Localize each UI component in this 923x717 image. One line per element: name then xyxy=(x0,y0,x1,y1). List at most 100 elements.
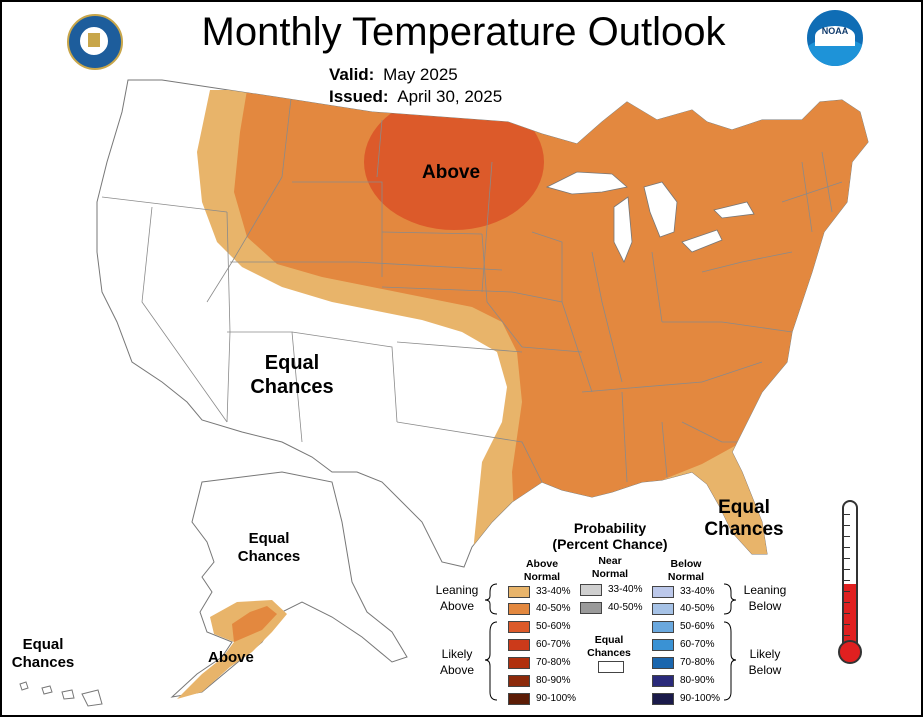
hawaii-islands xyxy=(19,681,103,707)
below-header-line2: Normal xyxy=(667,570,705,583)
thermometer-tick xyxy=(844,536,850,537)
above-header-line1: Above xyxy=(525,558,559,570)
above-region-label: Above xyxy=(422,162,481,183)
equal-chances-alaska-line1: Equal xyxy=(248,530,290,547)
below-label-0: 33-40% xyxy=(680,586,715,597)
legend-title-line2: (Percent Chance) xyxy=(552,536,668,552)
likely-above-line1: Likely xyxy=(441,647,473,661)
above-50-60-core xyxy=(364,94,544,230)
thermometer-fill xyxy=(844,584,856,650)
below-label-4: 70-80% xyxy=(680,657,715,668)
page-title: Monthly Temperature Outlook xyxy=(201,10,726,54)
below-label-3: 60-70% xyxy=(680,639,715,650)
likely-below-line1: Likely xyxy=(749,647,781,661)
equal-chances-west-label: Equal Chances xyxy=(237,352,347,399)
thermometer-tick xyxy=(844,580,850,581)
legend-title-line1: Probability xyxy=(573,520,647,536)
thermometer-tick xyxy=(844,602,850,603)
equal-chances-legend-label: Equal Chances xyxy=(579,634,639,659)
great-lakes xyxy=(545,171,755,263)
below-swatch-1 xyxy=(652,603,674,615)
above-swatch-4 xyxy=(508,657,530,669)
leaning-above-group-label: Leaning Above xyxy=(427,583,487,614)
near-swatch-0 xyxy=(580,584,602,596)
below-label-1: 40-50% xyxy=(680,603,715,614)
equal-chances-alaska-label: Equal Chances xyxy=(224,530,314,565)
above-swatch-6 xyxy=(508,693,530,705)
equal-chances-west-line1: Equal xyxy=(264,352,320,374)
below-header-line1: Below xyxy=(670,558,702,570)
leaning-above-line1: Leaning xyxy=(435,583,479,597)
below-label-6: 90-100% xyxy=(680,693,721,704)
thermometer-tick xyxy=(844,635,850,636)
equal-chances-hawaii-line1: Equal xyxy=(22,636,64,653)
below-label-5: 80-90% xyxy=(680,675,715,686)
below-swatch-6 xyxy=(652,693,674,705)
above-alaska-label: Above xyxy=(208,649,254,666)
above-swatch-5 xyxy=(508,675,530,687)
equal-chances-west-line2: Chances xyxy=(250,375,334,398)
equal-chances-swatch xyxy=(598,661,624,673)
above-label-2: 50-60% xyxy=(536,621,571,632)
equal-chances-florida-line2: Chances xyxy=(704,519,784,541)
above-swatch-2 xyxy=(508,621,530,633)
near-header-line1: Near xyxy=(598,555,622,567)
state-boundaries xyxy=(101,89,843,483)
legend-title: Probability (Percent Chance) xyxy=(550,520,670,552)
valid-line: Valid: May 2025 xyxy=(329,65,458,85)
thermometer-tick xyxy=(844,591,850,592)
below-swatch-5 xyxy=(652,675,674,687)
equal-chances-hawaii-line2: Chances xyxy=(11,653,75,671)
below-label-2: 50-60% xyxy=(680,621,715,632)
near-normal-header: Near Normal xyxy=(580,555,640,580)
likely-below-line2: Below xyxy=(748,662,782,677)
thermometer-tick xyxy=(844,514,850,515)
above-label-1: 40-50% xyxy=(536,603,571,614)
above-label-5: 80-90% xyxy=(536,675,571,686)
thermometer-tick xyxy=(844,558,850,559)
below-swatch-3 xyxy=(652,639,674,651)
thermometer-tick xyxy=(844,547,850,548)
thermometer-tick xyxy=(844,613,850,614)
alaska-landmass xyxy=(170,471,408,698)
near-header-line2: Normal xyxy=(591,567,629,580)
below-swatch-2 xyxy=(652,621,674,633)
below-swatch-0 xyxy=(652,586,674,598)
below-normal-header: Below Normal xyxy=(656,558,716,583)
equal-chances-florida-line1: Equal xyxy=(718,497,770,518)
issued-line: Issued: April 30, 2025 xyxy=(329,87,502,107)
above-label-4: 70-80% xyxy=(536,657,571,668)
commerce-seal-logo xyxy=(67,14,123,70)
equal-chances-alaska-line2: Chances xyxy=(237,547,301,565)
leaning-below-line1: Leaning xyxy=(743,583,787,597)
thermometer-icon xyxy=(836,500,864,672)
above-label-0: 33-40% xyxy=(536,586,571,597)
equal-chances-hawaii-label: Equal Chances xyxy=(6,636,80,671)
equal-chances-florida-label: Equal Chances xyxy=(694,497,794,542)
above-swatch-1 xyxy=(508,603,530,615)
leaning-below-group-label: Leaning Below xyxy=(735,583,795,614)
thermometer-tick xyxy=(844,525,850,526)
above-normal-header: Above Normal xyxy=(512,558,572,583)
valid-label: Valid: xyxy=(329,65,375,84)
likely-below-group-label: Likely Below xyxy=(735,647,795,678)
near-label-1: 40-50% xyxy=(608,602,643,613)
near-swatch-1 xyxy=(580,602,602,614)
above-label-6: 90-100% xyxy=(536,693,577,704)
above-swatch-0 xyxy=(508,586,530,598)
issued-label: Issued: xyxy=(329,87,389,106)
likely-above-line2: Above xyxy=(439,662,475,677)
thermometer-tick xyxy=(844,569,850,570)
leaning-below-line2: Below xyxy=(748,598,782,613)
above-header-line2: Normal xyxy=(523,570,561,583)
leaning-above-line2: Above xyxy=(439,598,475,613)
noaa-logo-text: NOAA xyxy=(821,26,849,36)
above-label-3: 60-70% xyxy=(536,639,571,650)
equal-chances-legend-line2: Chances xyxy=(587,646,631,659)
valid-value: May 2025 xyxy=(383,65,458,84)
thermometer-tick xyxy=(844,624,850,625)
near-label-0: 33-40% xyxy=(608,584,643,595)
